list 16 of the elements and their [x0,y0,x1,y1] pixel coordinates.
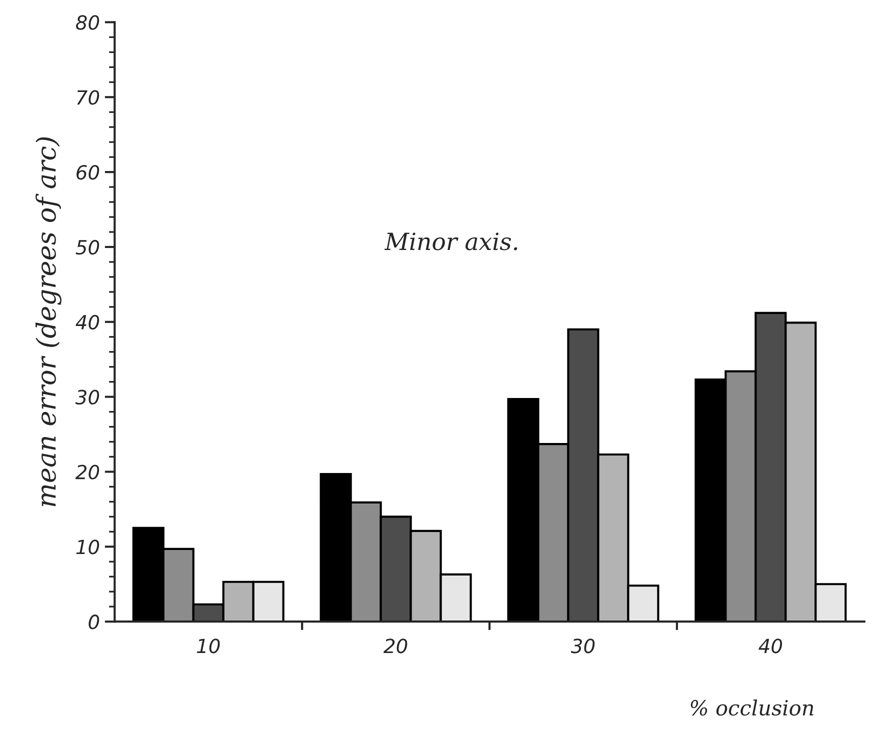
y-tick-label: 80 [76,15,100,30]
y-axis-title: mean error (degrees of arc) [36,137,62,506]
y-tick-label: 40 [76,314,100,330]
y-tick-label: 20 [75,464,100,480]
y-tick-label: 0 [88,614,100,630]
y-tick-label: 50 [76,240,100,255]
y-tick-label: 30 [75,390,100,404]
y-tick-label: 10 [76,540,100,554]
x-tick-label: 20 [384,638,408,654]
x-tick-label: 30 [570,638,595,654]
y-tick-label: 60 [76,165,100,180]
y-tick-label: 70 [77,90,100,105]
x-axis-title: % occlusion [690,700,814,716]
x-tick-label: 40 [758,638,782,654]
x-tick-label: 10 [196,638,220,654]
annotation: Minor axis. [384,232,518,250]
